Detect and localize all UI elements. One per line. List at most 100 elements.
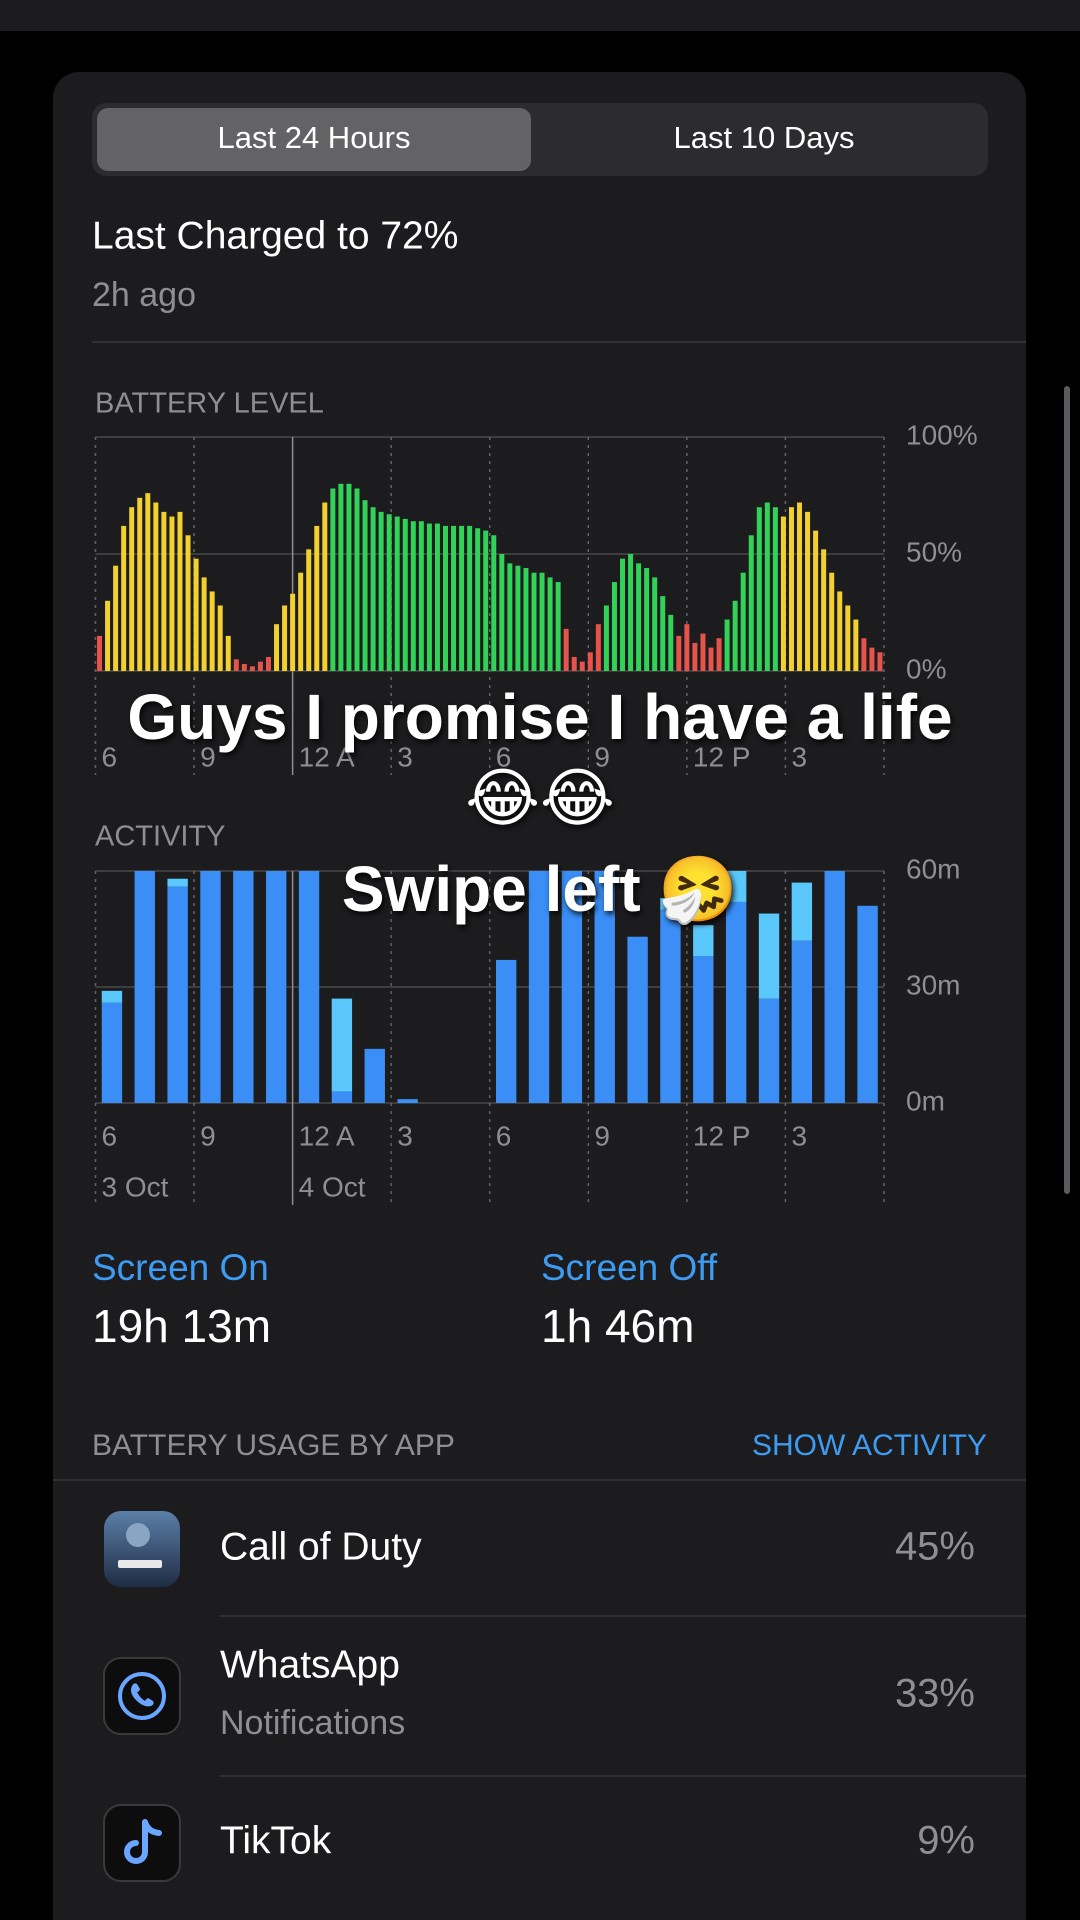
battery-bar: [378, 511, 384, 671]
top-strip: [0, 0, 1080, 31]
battery-bar: [185, 535, 191, 671]
tab[interactable]: Last 10 Days: [674, 120, 855, 155]
app-row[interactable]: WhatsApp Notifications 33%: [103, 1643, 975, 1742]
y-tick-label: 0m: [906, 1085, 945, 1116]
activity-bar: [758, 913, 780, 999]
last-charged: Last Charged to 72%: [92, 214, 458, 257]
x-tick-label: 12 A: [299, 1120, 355, 1151]
battery-bar: [869, 647, 875, 671]
x-tick-label: 12 P: [693, 1120, 751, 1151]
tab[interactable]: Last 24 Hours: [218, 120, 411, 155]
battery-bar: [861, 638, 867, 671]
activity-bar: [791, 882, 813, 941]
battery-bar: [571, 656, 577, 671]
activity-bar: [134, 871, 155, 1103]
battery-bar: [539, 572, 545, 671]
battery-bar: [523, 568, 529, 671]
battery-bar: [346, 483, 352, 671]
battery-bar: [129, 507, 135, 671]
activity-bar: [101, 1002, 123, 1103]
section-title: BATTERY USAGE BY APP: [92, 1429, 455, 1462]
caption-overlay: Guys I promise I have a life 😂😂 Swipe le…: [127, 681, 952, 927]
battery-bar: [732, 600, 738, 671]
battery-bar: [249, 666, 255, 671]
battery-bar: [587, 652, 593, 671]
app-icon: [104, 1511, 180, 1587]
battery-bar: [579, 661, 585, 671]
battery-bar: [547, 577, 553, 671]
battery-bar: [153, 502, 159, 671]
tab-selected[interactable]: [97, 108, 531, 171]
battery-bar: [595, 624, 601, 671]
date-label: 3 Oct: [102, 1171, 169, 1202]
activity-bar: [364, 1048, 385, 1103]
battery-bar: [700, 633, 706, 671]
activity-bar: [725, 871, 747, 902]
show-activity[interactable]: SHOW ACTIVITY: [752, 1429, 987, 1462]
battery-bar: [265, 656, 271, 671]
battery-bar: [748, 535, 754, 671]
activity-bar: [298, 871, 320, 1103]
x-tick-label: 6: [496, 741, 512, 772]
app-row[interactable]: Call of Duty 45%: [104, 1511, 975, 1587]
app-name: WhatsApp: [220, 1643, 400, 1686]
battery-bar: [161, 511, 167, 671]
x-tick-label: 6: [496, 1120, 512, 1151]
battery-bar: [499, 554, 505, 671]
battery-bar: [298, 572, 304, 671]
battery-bar: [813, 530, 819, 671]
battery-bar: [853, 619, 859, 671]
icon-note: [124, 1819, 162, 1864]
battery-bar: [660, 596, 666, 671]
app-row[interactable]: TikTok 9%: [103, 1804, 975, 1882]
battery-bar: [788, 507, 794, 671]
activity-bar: [167, 878, 188, 887]
activity-bar: [101, 990, 123, 1003]
battery-bar: [121, 525, 127, 671]
battery-bar: [177, 511, 183, 671]
battery-bar: [338, 483, 344, 671]
activity-bar: [200, 871, 221, 1103]
battery-bar: [209, 591, 215, 671]
activity-bar: [660, 909, 681, 1103]
activity-bar: [528, 871, 550, 1103]
battery-bar: [443, 525, 448, 671]
battery-bar: [241, 663, 247, 671]
charts: 100% 50% 0% 6 9 12 A 3 6 9 12 P 3 60m 30m 0m 6 9 12 A 3 6 9…: [94, 419, 978, 1205]
app-name: Call of Duty: [220, 1525, 422, 1568]
battery-bar: [877, 652, 883, 671]
battery-bar: [330, 488, 336, 671]
battery-bar: [724, 619, 730, 671]
battery-bar: [225, 635, 231, 671]
battery-bar: [314, 525, 320, 671]
battery-bar: [97, 635, 103, 671]
battery-bar: [692, 642, 698, 671]
battery-bar: [233, 659, 239, 671]
battery-bar: [193, 558, 199, 671]
x-tick-label: 3: [397, 741, 413, 772]
battery-bar: [169, 516, 175, 671]
battery-bar: [306, 549, 312, 671]
battery-bar: [821, 549, 827, 671]
y-tick-label: 30m: [906, 969, 960, 1000]
activity-bar: [594, 871, 615, 1103]
battery-bar: [797, 502, 803, 671]
activity-bar: [331, 1091, 353, 1103]
battery-bar: [362, 500, 368, 671]
y-tick-label: 60m: [906, 853, 960, 884]
battery-bar: [475, 528, 481, 671]
app-icon: [103, 1657, 181, 1735]
activity-bar: [233, 871, 254, 1103]
activity-bar: [397, 1099, 418, 1103]
app-percent: 33%: [895, 1672, 975, 1716]
battery-bar: [555, 582, 561, 671]
battery-bar: [201, 577, 207, 671]
battery-bar: [451, 525, 457, 671]
battery-bar: [611, 582, 617, 671]
screen-on-label: Screen On: [92, 1247, 269, 1288]
battery-bar: [668, 614, 674, 671]
x-tick-label: 6: [102, 1120, 118, 1151]
battery-bar: [837, 591, 843, 671]
battery-bar: [290, 593, 296, 671]
battery-bar: [354, 488, 360, 671]
